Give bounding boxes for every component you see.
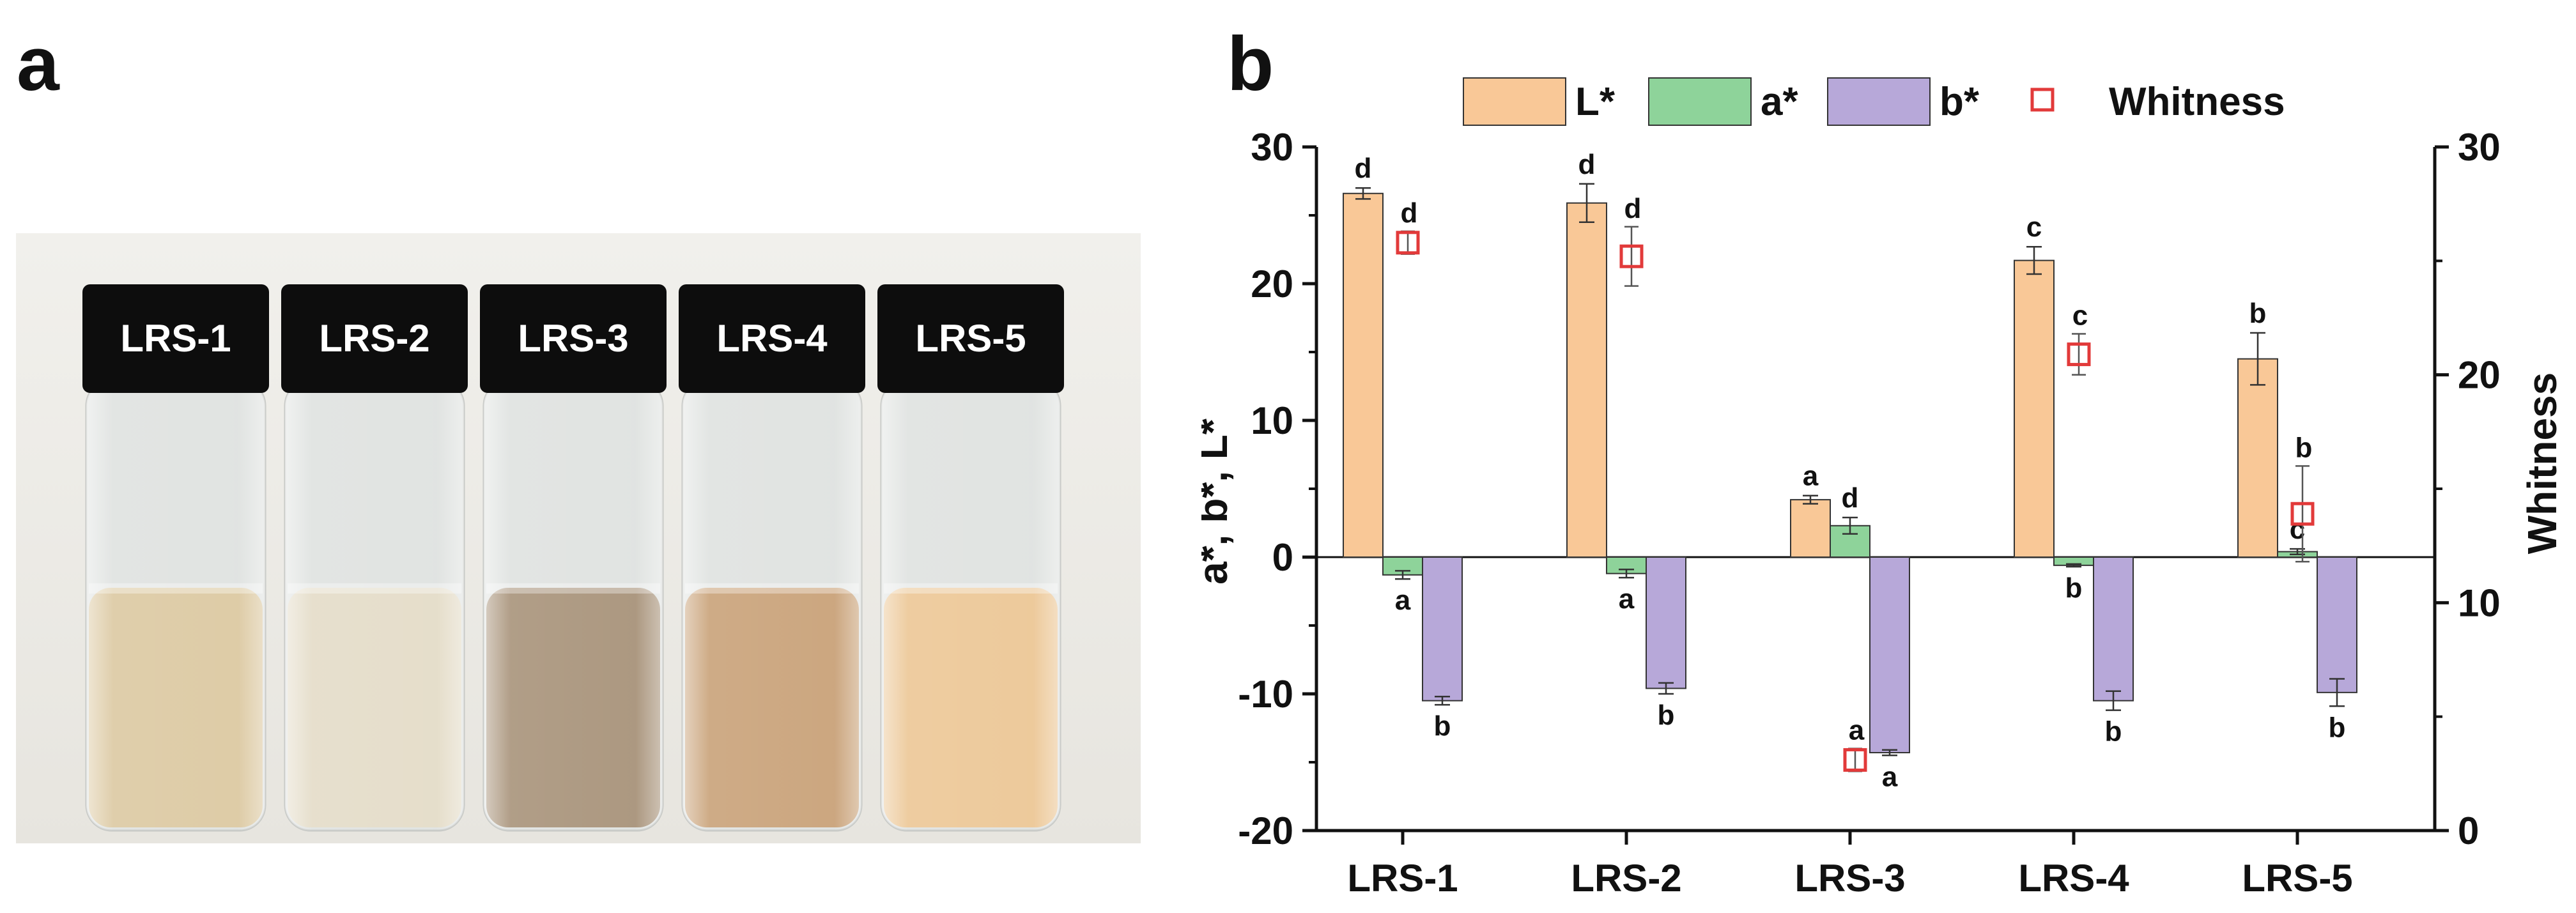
y-tick-label: 0 (1272, 536, 1293, 579)
vial-cap (480, 284, 667, 393)
x-tick-label: LRS-2 (1571, 857, 1681, 900)
vial-label: LRS-1 (120, 317, 231, 360)
x-tick-label: LRS-5 (2242, 857, 2352, 900)
legend-label: L* (1575, 80, 1616, 124)
color-chart: L* a* b* Whitness -20 -10 0 10 20 30 0 10 20 30 a*, b… (1201, 77, 2563, 900)
legend-item: Whitness (2030, 80, 2285, 124)
significance-letter: b (1434, 710, 1451, 742)
significance-letter: b (2105, 716, 2122, 748)
vial-label: LRS-4 (716, 317, 828, 360)
y-axis-title: a*, b*, L* (1201, 418, 1236, 585)
legend-item: b* (1827, 77, 1980, 126)
bar-bstar (1422, 556, 1463, 702)
bar-Lstar (1343, 192, 1384, 558)
vial-label: LRS-3 (518, 317, 628, 360)
bar-bstar (1646, 556, 1686, 689)
panel-b-label: b (1227, 21, 1274, 107)
y-tick-label: 10 (1251, 399, 1293, 442)
significance-letter: d (1578, 149, 1596, 180)
y2-tick-label: 10 (2458, 581, 2501, 624)
vial: LRS-2 (281, 284, 468, 832)
bar-Lstar (2014, 259, 2055, 558)
y2-axis-title: Whitness (2519, 372, 2563, 554)
vial: LRS-3 (480, 284, 667, 832)
bar-Lstar (1790, 499, 1831, 558)
whiteness-letter: c (2072, 300, 2088, 331)
y-tick-label: 30 (1251, 126, 1293, 169)
significance-letter: d (1842, 482, 1859, 514)
legend-item: a* (1648, 77, 1798, 126)
significance-letter: a (1619, 583, 1635, 615)
y2-tick-label: 0 (2458, 809, 2479, 852)
x-tick-label: LRS-3 (1794, 857, 1905, 900)
whiteness-letter: b (2295, 432, 2313, 463)
significance-letter: a (1882, 761, 1898, 792)
vial-label: LRS-2 (319, 317, 429, 360)
whiteness-letter: d (1401, 197, 1418, 229)
y2-tick-label: 30 (2458, 126, 2501, 169)
vial-cap (82, 284, 269, 393)
vial-cap (877, 284, 1064, 393)
legend-swatch (1827, 77, 1931, 126)
legend-swatch (1648, 77, 1752, 126)
x-tick-label: LRS-1 (1347, 857, 1458, 900)
whiteness-marker (1843, 748, 1867, 772)
whiteness-marker (2290, 502, 2315, 526)
legend-label: Whitness (2109, 80, 2285, 124)
vial-cap (281, 284, 468, 393)
legend-swatch (1463, 77, 1566, 126)
bar-bstar (2093, 556, 2134, 702)
vial: LRS-5 (877, 284, 1064, 832)
significance-letter: b (1658, 700, 1675, 731)
whiteness-marker (2067, 342, 2091, 367)
vial-cap (679, 284, 865, 393)
significance-letter: b (2249, 298, 2267, 329)
vial-shine (86, 380, 265, 831)
bar-Lstar (2237, 358, 2278, 558)
vial-label: LRS-5 (915, 317, 1026, 360)
whiteness-letter: d (1624, 193, 1642, 224)
significance-letter: a (1803, 461, 1819, 492)
vial: LRS-4 (679, 284, 865, 832)
whiteness-marker (1619, 244, 1644, 268)
bar-Lstar (1566, 202, 1607, 558)
whiteness-marker (1396, 231, 1420, 255)
significance-letter: a (1395, 585, 1411, 616)
vial-shine (881, 380, 1060, 831)
y2-tick-label: 20 (2458, 354, 2501, 397)
significance-letter: b (2329, 712, 2346, 743)
y-tick-label: -10 (1238, 673, 1293, 716)
vial-shine (484, 380, 663, 831)
vial-shine (285, 380, 464, 831)
significance-letter: d (1355, 153, 1372, 184)
whiteness-letter: a (1849, 715, 1865, 746)
y-tick-label: -20 (1238, 809, 1293, 852)
significance-letter: b (2065, 572, 2083, 604)
legend-label: b* (1940, 80, 1980, 124)
panel-a-label: a (17, 21, 59, 107)
legend-whiteness-swatch (2030, 88, 2055, 112)
bar-bstar (2317, 556, 2357, 693)
significance-letter: c (2026, 211, 2042, 243)
vials-photo: LRS-1 LRS-2 LRS-3 LRS-4 LRS-5 (16, 233, 1141, 843)
legend-item: L* (1463, 77, 1616, 126)
vial-shine (683, 380, 861, 831)
bar-bstar (1869, 556, 1910, 754)
y-tick-label: 20 (1251, 263, 1293, 305)
x-tick-label: LRS-4 (2018, 857, 2129, 900)
legend-label: a* (1761, 80, 1798, 124)
vial: LRS-1 (82, 284, 269, 832)
